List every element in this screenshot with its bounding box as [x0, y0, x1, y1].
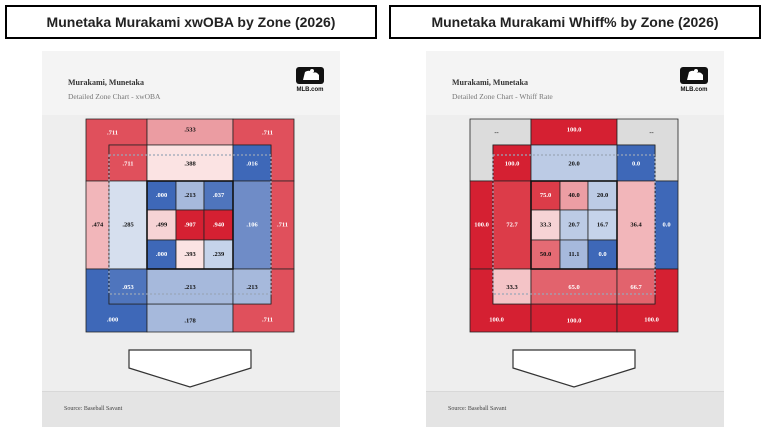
heart-cell-3-label: 20.0 — [597, 192, 608, 199]
heart-cell-6-label: .940 — [213, 221, 224, 228]
outer-bottom-label: 100.0 — [567, 317, 582, 324]
shadow-top-right-label: .016 — [246, 160, 258, 167]
outer-bottom-left-label: 100.0 — [489, 316, 504, 323]
shadow-top-right-label: 0.0 — [632, 160, 640, 167]
outer-top-left-label: .711 — [107, 129, 118, 136]
chart-subtitle: Detailed Zone Chart - Whiff Rate — [452, 92, 553, 101]
shadow-top-left-label: 100.0 — [505, 160, 520, 167]
shadow-top-left-label: .711 — [122, 160, 133, 167]
heart-cell-6-label: 16.7 — [597, 221, 609, 228]
heart-cell-2-label: .213 — [184, 192, 196, 199]
outer-left-label: .474 — [92, 221, 104, 228]
mlb-logo-text: MLB.com — [681, 87, 708, 93]
strike-zone-border — [530, 180, 618, 270]
shadow-right-label: .106 — [246, 221, 258, 228]
mlb-logo-icon: MLB.com — [296, 67, 324, 93]
heart-cell-7-label: .000 — [156, 251, 167, 258]
card-header: Murakami, Munetaka Detailed Zone Chart -… — [426, 51, 724, 115]
outer-top-label: .533 — [184, 126, 196, 133]
outer-top-right-label: -- — [649, 129, 653, 136]
shadow-bottom-right — [616, 268, 656, 305]
player-name: Murakami, Munetaka — [452, 78, 528, 87]
heart-cell-5-label: .907 — [184, 221, 196, 228]
home-plate — [512, 349, 636, 388]
heart-cell-2-label: 40.0 — [568, 192, 579, 199]
heart-cell-3-label: .037 — [213, 192, 225, 199]
heart-cell-7-label: 50.0 — [540, 251, 551, 258]
heart-cell-9-label: .239 — [213, 251, 225, 258]
outer-top-label: 100.0 — [567, 126, 582, 133]
shadow-zone-guide — [492, 154, 656, 295]
shadow-right-label: 36.4 — [630, 221, 642, 228]
outer-bottom-right-label: 100.0 — [644, 316, 659, 323]
source-label: Source: Baseball Savant — [448, 406, 507, 412]
outer-top-right-label: .711 — [262, 129, 273, 136]
shadow-bottom-label: .213 — [184, 284, 196, 291]
shadow-bottom-left-label: 33.3 — [506, 284, 518, 291]
card-header: Murakami, Munetaka Detailed Zone Chart -… — [42, 51, 340, 115]
outer-top-left-label: -- — [494, 129, 498, 136]
home-plate — [128, 349, 252, 388]
outer-bottom-right-label: .711 — [262, 316, 273, 323]
shadow-bottom-right-label: .213 — [246, 284, 258, 291]
outer-left-label: 100.0 — [474, 221, 489, 228]
heart-cell-8-label: .393 — [184, 251, 196, 258]
shadow-zone-guide — [108, 154, 272, 295]
heart-cell-8-label: 11.1 — [568, 251, 579, 258]
outer-right-label: .711 — [277, 221, 288, 228]
strike-zone-border — [146, 180, 234, 270]
card-footer: Source: Baseball Savant — [426, 391, 724, 427]
shadow-bottom-label: 65.0 — [568, 284, 579, 291]
shadow-top-label: 20.0 — [568, 160, 579, 167]
heart-cell-9-label: 0.0 — [598, 251, 606, 258]
shadow-bottom-left-label: .053 — [122, 284, 134, 291]
left-chart-title: Munetaka Murakami xwOBA by Zone (2026) — [5, 5, 377, 39]
outer-bottom-label: .178 — [184, 317, 196, 324]
whiff-zone-chart-card: Murakami, Munetaka Detailed Zone Chart -… — [426, 51, 724, 427]
heart-cell-4-label: .499 — [156, 221, 168, 228]
heart-cell-5-label: 20.7 — [568, 221, 580, 228]
shadow-left-label: .285 — [122, 221, 134, 228]
shadow-bottom-right-label: 66.7 — [630, 284, 642, 291]
shadow-left-label: 72.7 — [506, 221, 518, 228]
outer-bottom-left-label: .000 — [107, 316, 118, 323]
heart-cell-1-label: 75.0 — [540, 192, 551, 199]
player-name: Murakami, Munetaka — [68, 78, 144, 87]
zone-heatmap: -- 100.0 -- 100.0 0.0 100.0 100.0 100.0 100.0 20.… — [469, 118, 679, 388]
card-footer: Source: Baseball Savant — [42, 391, 340, 427]
heart-cell-1-label: .000 — [156, 192, 167, 199]
shadow-top-label: .388 — [184, 160, 196, 167]
chart-subtitle: Detailed Zone Chart - xwOBA — [68, 92, 161, 101]
outer-right-label: 0.0 — [662, 221, 670, 228]
zone-heatmap: .711 .533 .711 .474 .711 .000 .178 .711 .711 .388… — [85, 118, 295, 388]
right-chart-title: Munetaka Murakami Whiff% by Zone (2026) — [389, 5, 761, 39]
shadow-bottom-right — [232, 268, 272, 305]
mlb-logo-icon: MLB.com — [680, 67, 708, 93]
xwoba-zone-chart-card: Murakami, Munetaka Detailed Zone Chart -… — [42, 51, 340, 427]
mlb-logo-text: MLB.com — [297, 87, 324, 93]
heart-cell-4-label: 33.3 — [540, 221, 552, 228]
source-label: Source: Baseball Savant — [64, 406, 123, 412]
